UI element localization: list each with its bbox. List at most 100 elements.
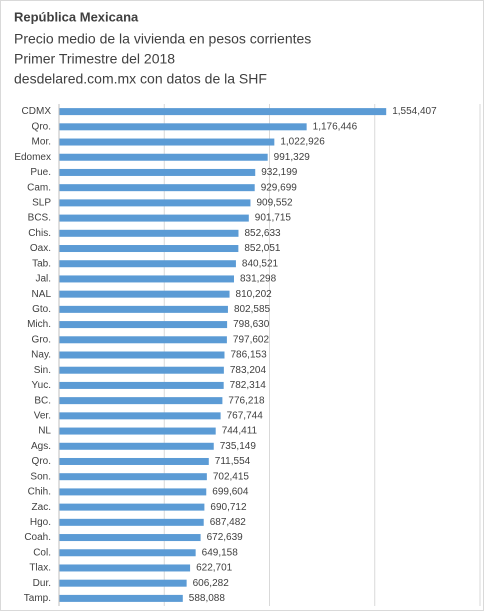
data-label: 588,088 [189,593,226,604]
chart-subtitle: desdelared.com.mx con datos de la SHF [14,71,267,87]
y-tick-label: BC. [34,395,51,406]
y-tick-label: Tlax. [29,563,51,574]
bar [59,549,196,557]
y-tick-label: SLP [32,198,51,209]
data-label: 852,051 [244,243,281,254]
y-tick-label: Chih. [28,487,51,498]
y-tick-label: BCS. [28,213,51,224]
bar [59,245,239,253]
data-label: 767,744 [227,410,264,421]
y-tick-label: Dur. [33,578,51,589]
y-tick-label: NAL [32,289,52,300]
data-label: 776,218 [228,395,265,406]
data-label: 909,552 [256,198,293,209]
chart-title: República Mexicana [14,9,139,24]
data-label: 735,149 [220,441,257,452]
data-label: 831,298 [240,274,277,285]
y-tick-label: Coah. [24,532,51,543]
data-label: 810,202 [236,289,273,300]
bar [59,199,251,207]
y-tick-label: Ver. [34,410,51,421]
data-label: 1,554,407 [392,106,437,117]
y-tick-label: Gto. [32,304,51,315]
data-label: 672,639 [207,532,244,543]
bar [59,336,227,344]
bar [59,108,387,116]
data-label: 802,585 [234,304,271,315]
bar [59,214,249,222]
data-label: 783,204 [230,365,267,376]
bar [59,564,191,572]
y-tick-label: NL [38,426,51,437]
y-tick-label: Sin. [34,365,51,376]
y-tick-label: Yuc. [32,380,51,391]
data-label: 1,176,446 [313,121,358,132]
bar [59,457,209,465]
bar [59,473,207,481]
y-tick-label: Zac. [32,502,51,513]
bar [59,168,256,176]
y-tick-label: Pue. [30,167,51,178]
bar [59,366,224,374]
y-tick-label: Cam. [27,182,51,193]
data-label: 699,604 [212,487,249,498]
bar [59,442,214,450]
y-tick-label: CDMX [22,106,52,117]
bar [59,579,187,587]
y-tick-label: Col. [33,547,51,558]
bar [59,594,183,602]
bar [59,503,205,511]
bar [59,518,204,526]
data-label: 711,554 [215,456,251,467]
data-label: 622,701 [196,563,233,574]
data-label: 840,521 [242,258,279,269]
data-label: 782,314 [230,380,267,391]
data-label: 798,630 [233,319,270,330]
data-label: 786,153 [230,350,267,361]
y-tick-label: Mich. [27,319,51,330]
bar [59,427,216,435]
data-label: 649,158 [202,547,239,558]
data-label: 690,712 [210,502,247,513]
y-tick-label: Qro. [32,456,51,467]
bar [59,534,201,542]
bar [59,351,225,359]
bar [59,153,268,161]
bar [59,290,230,298]
y-tick-label: Oax. [30,243,51,254]
bar [59,488,207,496]
data-label: 606,282 [193,578,230,589]
y-tick-label: Chis. [28,228,51,239]
y-tick-label: Jal. [35,274,51,285]
bar [59,123,307,131]
bar [59,184,255,192]
y-tick-label: Son. [30,471,51,482]
data-label: 991,329 [274,152,311,163]
bar [59,412,221,420]
data-label: 1,022,926 [280,137,325,148]
bar [59,275,234,283]
data-label: 744,411 [222,426,258,437]
data-label: 929,699 [261,182,298,193]
bar [59,305,228,313]
bar [59,138,275,146]
y-tick-label: Mor. [32,137,51,148]
bar [59,321,228,329]
y-tick-label: Ags. [31,441,51,452]
y-tick-label: Hgo. [30,517,51,528]
data-label: 687,482 [210,517,247,528]
bar [59,260,236,268]
chart-subtitle: Precio medio de la vivienda en pesos cor… [14,31,311,47]
bar [59,397,223,405]
y-tick-label: Tamp. [24,593,51,604]
bar [59,229,239,237]
y-tick-label: Qro. [32,121,51,132]
data-label: 797,602 [233,334,270,345]
data-label: 932,199 [261,167,298,178]
y-tick-label: Tab. [32,258,51,269]
y-tick-label: Edomex [14,152,51,163]
bar [59,381,224,389]
chart-subtitle: Primer Trimestre del 2018 [14,51,175,67]
data-label: 901,715 [255,213,292,224]
data-label: 702,415 [213,471,250,482]
